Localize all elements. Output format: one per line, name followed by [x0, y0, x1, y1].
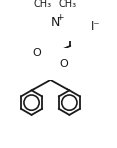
Text: I⁻: I⁻	[91, 20, 101, 33]
Text: CH₃: CH₃	[34, 0, 52, 9]
Text: N: N	[51, 16, 60, 29]
Text: O: O	[59, 59, 68, 69]
Text: CH₃: CH₃	[58, 0, 77, 9]
Text: O: O	[32, 48, 41, 58]
Text: +: +	[56, 13, 64, 22]
